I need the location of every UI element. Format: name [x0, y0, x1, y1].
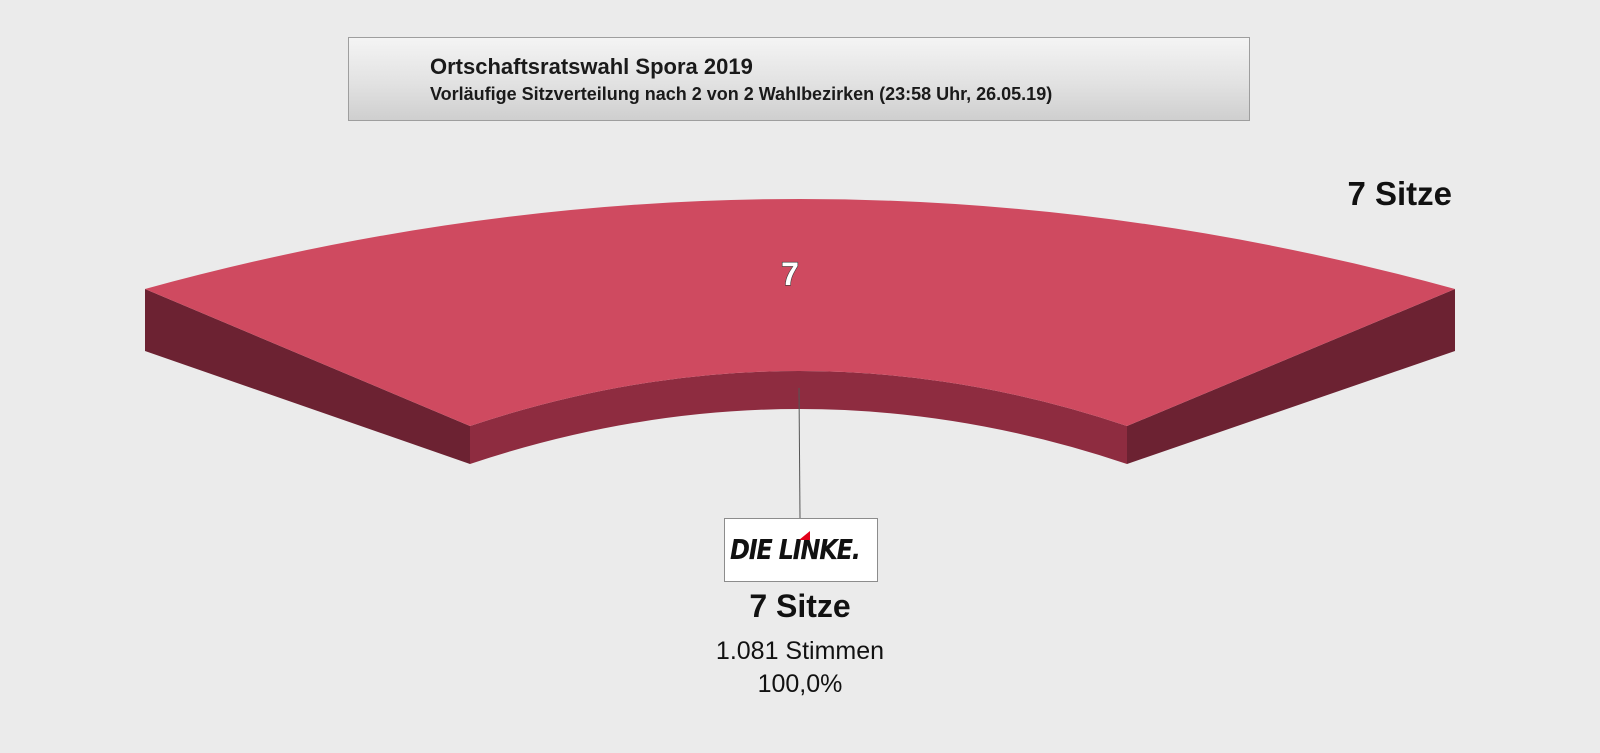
- seat-segment-linke[interactable]: [145, 199, 1455, 426]
- party-logo: DIE LINKE.: [730, 533, 861, 566]
- total-seats-label: 7 Sitze: [1347, 175, 1452, 212]
- chart-subtitle: Vorläufige Sitzverteilung nach 2 von 2 W…: [430, 84, 1053, 104]
- party-logo-box: DIE LINKE.: [724, 518, 878, 582]
- arc-inner-side: [470, 371, 1127, 464]
- arc-side-right: [1127, 289, 1455, 464]
- seat-segment-label: 7: [781, 256, 799, 292]
- arc-side-left: [145, 289, 470, 464]
- chart-title-box: Ortschaftsratswahl Spora 2019 Vorläufige…: [348, 37, 1250, 121]
- logo-flag-icon: [799, 531, 810, 540]
- party-percent-label: 100,0%: [757, 670, 843, 698]
- chart-marks: 7: [145, 199, 1455, 519]
- party-seats-label: 7 Sitze: [749, 588, 851, 624]
- leader-line: [798, 387, 801, 519]
- chart-title: Ortschaftsratswahl Spora 2019: [430, 54, 753, 79]
- party-votes-label: 1.081 Stimmen: [715, 637, 885, 665]
